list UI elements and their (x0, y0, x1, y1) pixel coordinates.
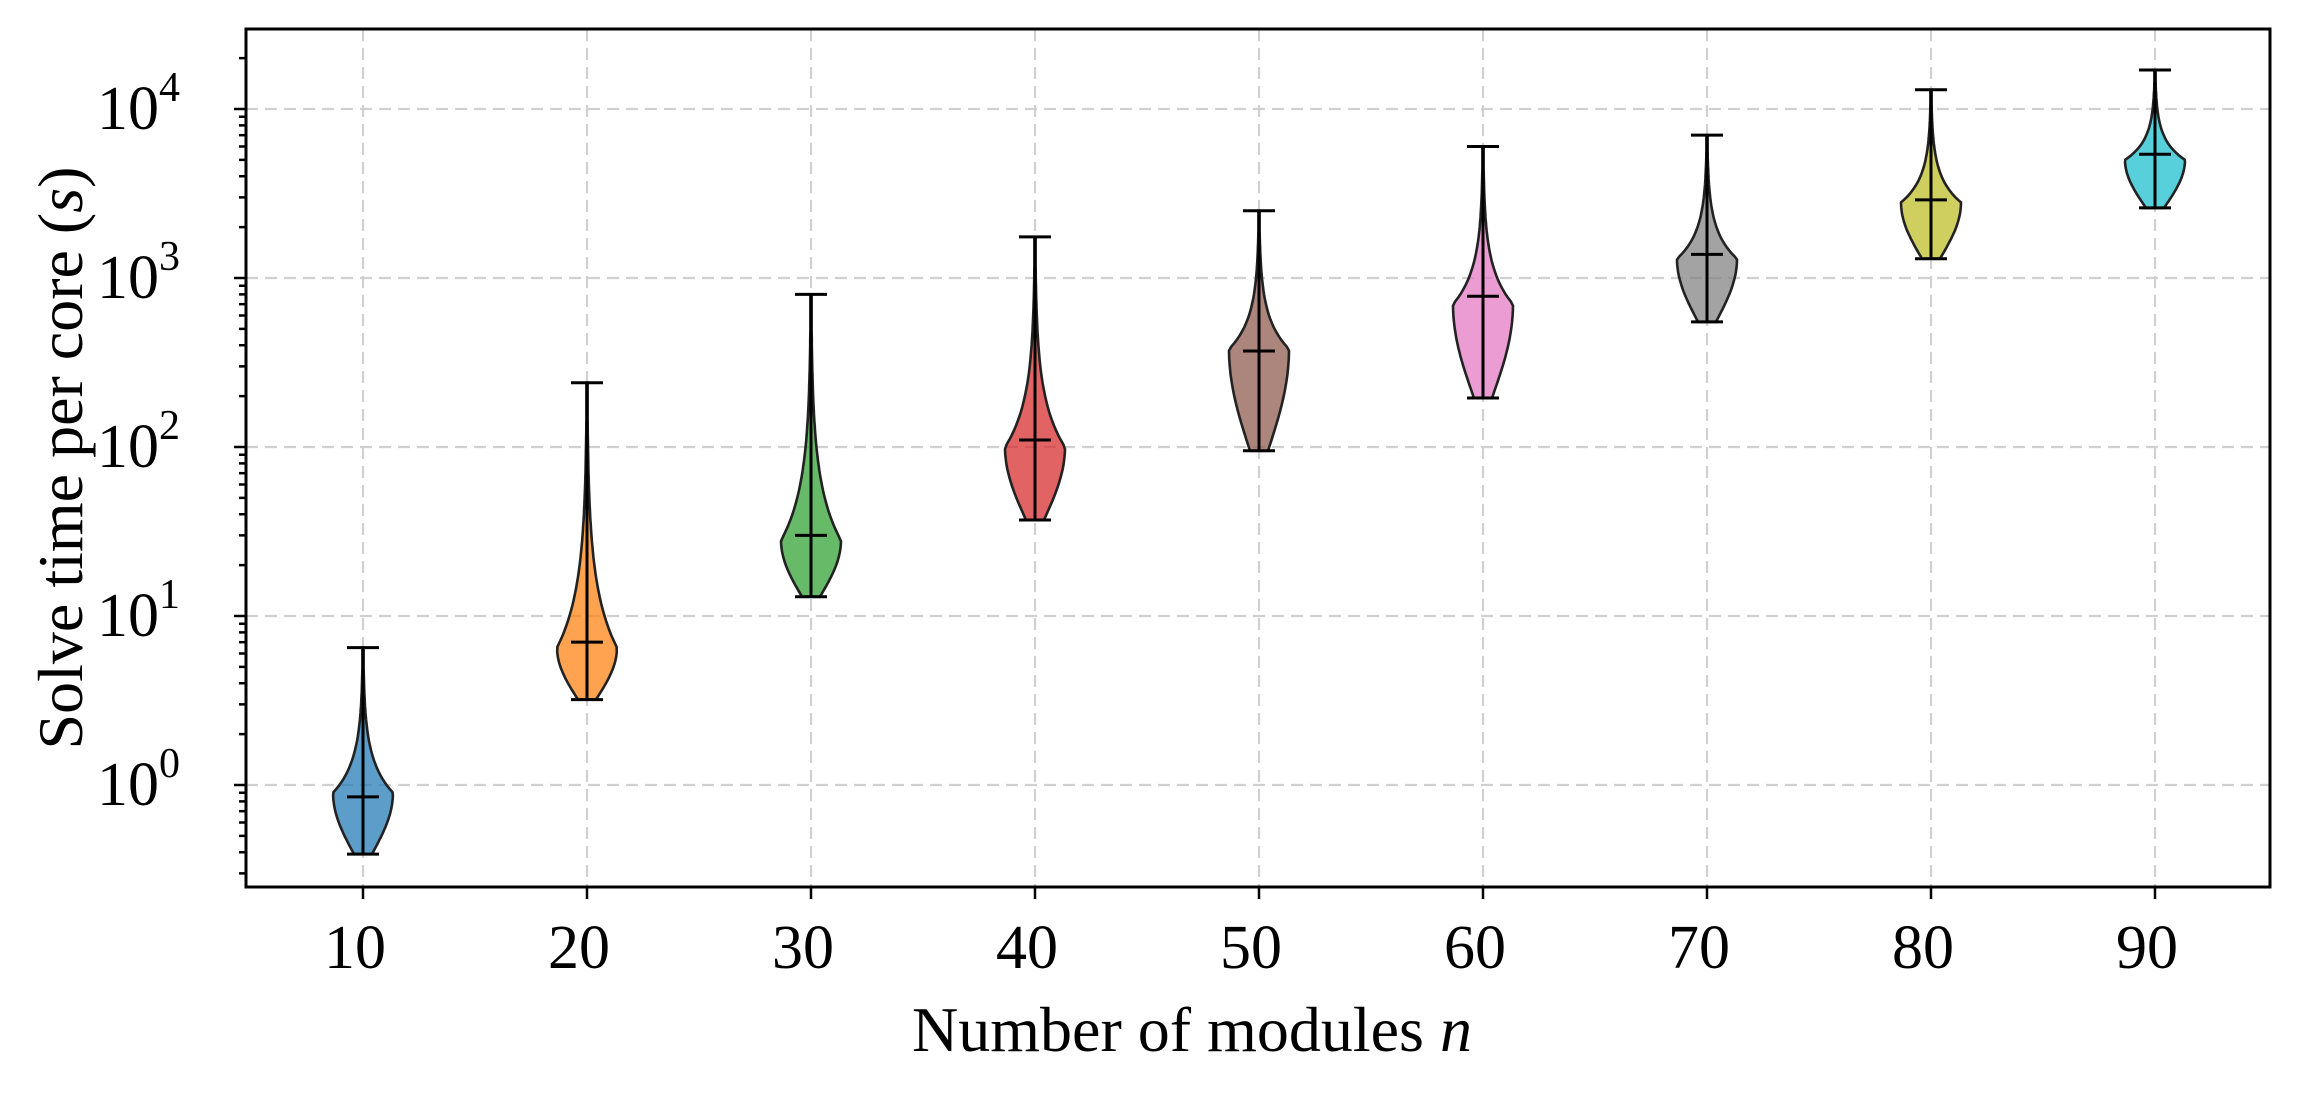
y-tick-label: 101 (97, 572, 180, 650)
y-tick-labels: 100 101 102 103 104 (97, 65, 180, 819)
x-tick-label: 20 (548, 914, 610, 982)
y-tick-label: 104 (97, 65, 180, 143)
y-tick-label: 103 (97, 234, 180, 312)
x-tick-label: 90 (2116, 914, 2178, 982)
x-tick-label: 30 (772, 914, 834, 982)
y-tick-label: 102 (97, 403, 180, 481)
x-tick-label: 40 (996, 914, 1058, 982)
x-tick-label: 50 (1220, 914, 1282, 982)
x-tick-label: 60 (1444, 914, 1506, 982)
ticks (234, 56, 2157, 899)
y-axis-label: Solve time per core (s) (25, 167, 96, 750)
x-tick-label: 80 (1892, 914, 1954, 982)
violins (331, 68, 2187, 856)
x-tick-label: 10 (324, 914, 386, 982)
x-tick-label: 70 (1668, 914, 1730, 982)
plot-frame (244, 27, 2272, 889)
grid (246, 29, 2270, 887)
x-tick-labels: 10 20 30 40 50 60 70 80 90 (324, 914, 2178, 982)
y-tick-label: 100 (97, 741, 180, 819)
x-axis-label: Number of modules n (912, 994, 1472, 1065)
